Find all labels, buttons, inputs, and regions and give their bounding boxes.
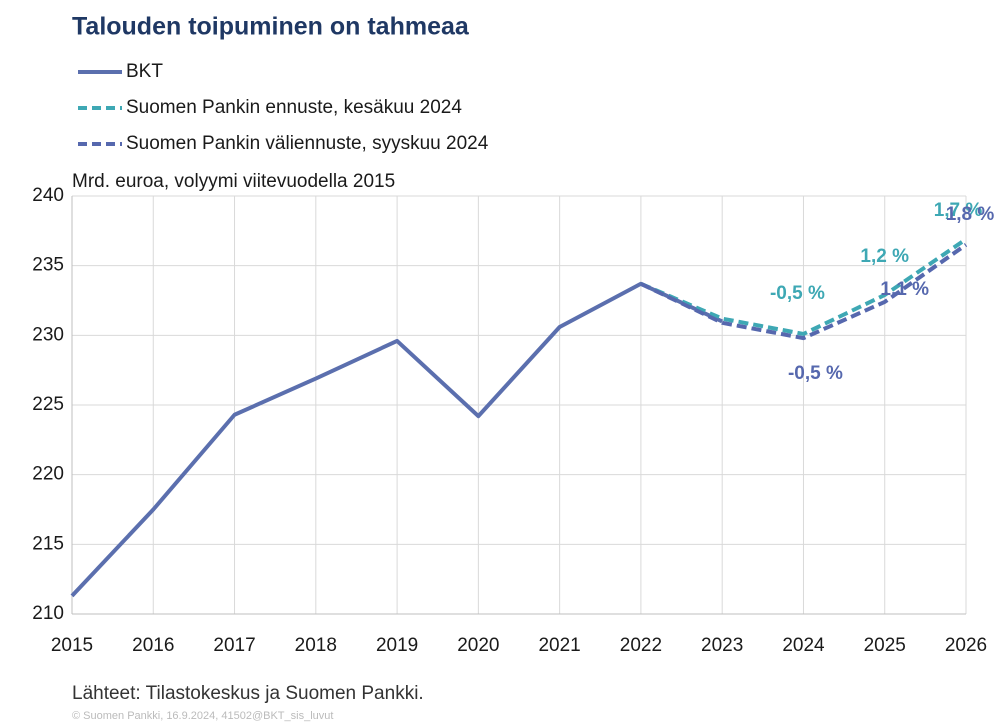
y-tick-label: 225 bbox=[32, 394, 64, 415]
x-tick-label: 2015 bbox=[51, 635, 93, 656]
x-tick-label: 2017 bbox=[213, 635, 255, 656]
x-tick-label: 2020 bbox=[457, 635, 499, 656]
chart-title: Talouden toipuminen on tahmeaa bbox=[72, 13, 470, 41]
y-tick-label: 210 bbox=[32, 603, 64, 624]
x-tick-label: 2026 bbox=[945, 635, 987, 656]
y-tick-label: 230 bbox=[32, 324, 64, 345]
growth-label: 1,2 % bbox=[860, 246, 909, 267]
growth-label: 1,1 % bbox=[880, 279, 929, 300]
x-tick-label: 2023 bbox=[701, 635, 743, 656]
footnote: © Suomen Pankki, 16.9.2024, 41502@BKT_si… bbox=[72, 710, 333, 722]
y-tick-label: 240 bbox=[32, 185, 64, 206]
series-line bbox=[640, 243, 968, 341]
growth-label: -0,5 % bbox=[770, 283, 825, 304]
series-line bbox=[70, 281, 724, 598]
growth-label: 1,7 % bbox=[934, 200, 983, 221]
x-tick-label: 2024 bbox=[782, 635, 825, 656]
growth-label: -0,5 % bbox=[788, 363, 843, 384]
x-tick-label: 2021 bbox=[538, 635, 580, 656]
x-tick-label: 2022 bbox=[620, 635, 662, 656]
x-tick-label: 2025 bbox=[864, 635, 906, 656]
legend-label: Suomen Pankin väliennuste, syyskuu 2024 bbox=[126, 133, 489, 154]
series-line bbox=[640, 237, 968, 336]
y-tick-label: 220 bbox=[32, 464, 64, 485]
unit-label: Mrd. euroa, volyymi viitevuodella 2015 bbox=[72, 171, 395, 192]
x-tick-label: 2018 bbox=[295, 635, 337, 656]
source: Lähteet: Tilastokeskus ja Suomen Pankki. bbox=[72, 683, 424, 704]
x-tick-label: 2019 bbox=[376, 635, 418, 656]
y-tick-label: 235 bbox=[32, 255, 64, 276]
growth-label: 1,8 % bbox=[946, 204, 995, 225]
y-tick-label: 215 bbox=[32, 533, 64, 554]
legend-label: Suomen Pankin ennuste, kesäkuu 2024 bbox=[126, 97, 462, 118]
x-tick-label: 2016 bbox=[132, 635, 174, 656]
legend-label: BKT bbox=[126, 61, 163, 82]
